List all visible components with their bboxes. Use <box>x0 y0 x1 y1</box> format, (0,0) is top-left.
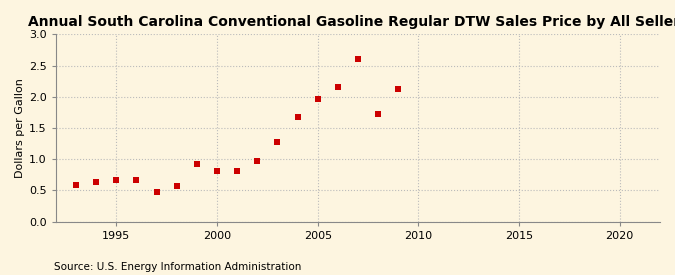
Title: Annual South Carolina Conventional Gasoline Regular DTW Sales Price by All Selle: Annual South Carolina Conventional Gasol… <box>28 15 675 29</box>
Point <box>232 169 242 173</box>
Point <box>352 56 363 61</box>
Point <box>131 178 142 182</box>
Point <box>252 159 263 163</box>
Point <box>91 180 102 185</box>
Point <box>393 86 404 91</box>
Point <box>151 189 162 194</box>
Point <box>71 183 82 187</box>
Text: Source: U.S. Energy Information Administration: Source: U.S. Energy Information Administ… <box>54 262 301 272</box>
Point <box>171 184 182 188</box>
Y-axis label: Dollars per Gallon: Dollars per Gallon <box>15 78 25 178</box>
Point <box>212 169 223 173</box>
Point <box>373 111 383 116</box>
Point <box>313 97 323 101</box>
Point <box>292 115 303 119</box>
Point <box>111 178 122 182</box>
Point <box>192 162 202 166</box>
Point <box>272 140 283 144</box>
Point <box>332 85 343 90</box>
